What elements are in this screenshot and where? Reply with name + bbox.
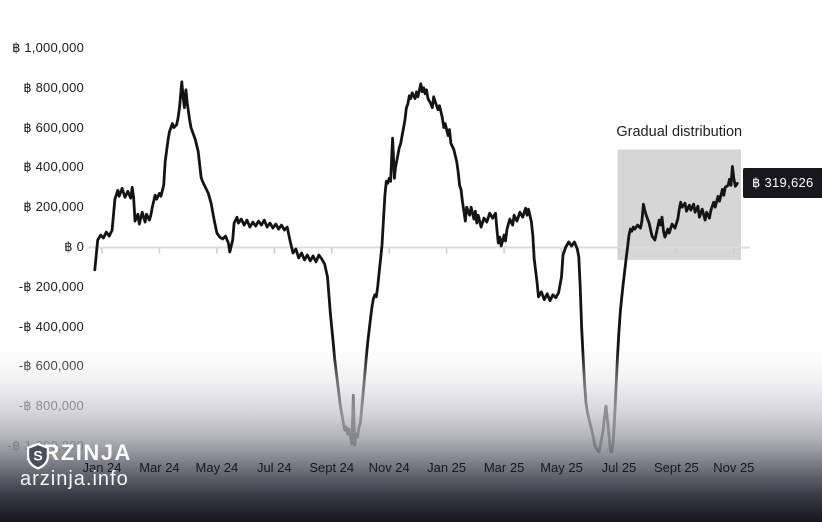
price-line	[93, 80, 739, 454]
watermark-logo: S ARZINJA arzinja.info	[20, 442, 132, 491]
y-tick-label: ฿ 400,000	[23, 159, 84, 175]
x-tick-label: Sept 24	[309, 460, 355, 475]
y-tick-label: -฿ 600,000	[18, 358, 84, 374]
y-tick-label: ฿ 600,000	[23, 119, 84, 135]
y-tick-label: ฿ 1,000,000	[12, 40, 84, 55]
x-tick-label: Mar 24	[139, 460, 180, 475]
x-tick-label: May 24	[195, 460, 239, 475]
x-tick-label: Jul 25	[601, 460, 637, 475]
svg-text:S: S	[33, 448, 42, 464]
annotation-gradual-distribution: Gradual distribution	[616, 124, 743, 141]
x-tick-label: Sept 25	[653, 460, 699, 475]
last-value-text: ฿ 319,626	[752, 175, 814, 191]
x-tick-label: May 25	[540, 460, 583, 475]
x-tick-label: Jul 24	[256, 460, 292, 475]
x-axis-line	[88, 246, 750, 254]
y-tick-label: ฿ 0	[64, 239, 84, 254]
y-tick-label: ฿ 200,000	[23, 199, 84, 215]
arzinja-shield-icon: S	[27, 442, 49, 470]
x-tick-label: Jan 25	[427, 460, 467, 475]
y-tick-label: -฿ 400,000	[18, 318, 84, 334]
brand-domain: arzinja.info	[20, 468, 129, 490]
last-value-badge: ฿ 319,626	[743, 168, 822, 199]
x-tick-label: Nov 24	[368, 460, 410, 475]
x-tick-label: Nov 25	[713, 460, 755, 475]
y-tick-label: -฿ 800,000	[18, 398, 84, 414]
x-tick-label: Mar 25	[483, 460, 525, 475]
y-tick-label: ฿ 800,000	[23, 79, 84, 95]
y-tick-label: -฿ 200,000	[18, 278, 84, 294]
